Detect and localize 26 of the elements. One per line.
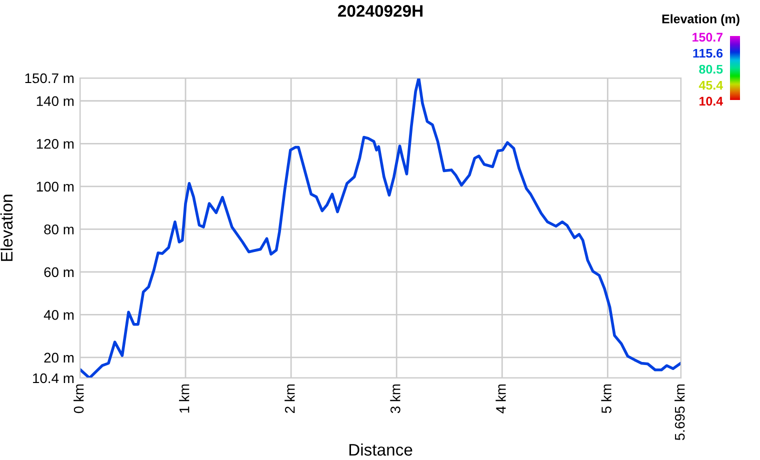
x-tick-label: 5.695 km	[674, 384, 685, 440]
x-tick-label: 3 km	[390, 384, 400, 414]
x-tick-label: 1 km	[179, 384, 190, 413]
y-tick-label: 80 m	[44, 224, 74, 234]
y-tick-label: 140 m	[36, 96, 74, 106]
chart-title: 20240929H	[338, 5, 422, 17]
x-axis-title: Distance	[349, 443, 412, 456]
y-tick-label: 100 m	[36, 182, 74, 192]
x-tick-label: 0 km	[74, 384, 84, 414]
y-tick-label: 40 m	[44, 310, 74, 320]
color-bar-label: 45.4	[698, 80, 723, 90]
y-tick-label: 20 m	[44, 352, 74, 363]
y-axis-title: Elevation	[0, 194, 13, 261]
color-bar-label: 10.4	[700, 96, 723, 106]
y-tick-label: 150.7 m	[25, 73, 74, 84]
y-tick-label: 10.4 m	[33, 373, 74, 384]
color-bar-title: Elevation (m)	[662, 14, 740, 26]
y-tick-label: 60 m	[44, 267, 74, 278]
x-tick-label: 2 km	[284, 384, 295, 413]
y-tick-label: 120 m	[36, 138, 74, 149]
x-tick-label: 5 km	[601, 384, 612, 414]
color-bar-label: 80.5	[699, 64, 723, 74]
line-series	[80, 78, 681, 378]
color-bar-label: 115.6	[693, 48, 723, 58]
x-tick-label: 4 km	[496, 384, 506, 414]
color-bar-label: 150.7	[692, 32, 723, 42]
